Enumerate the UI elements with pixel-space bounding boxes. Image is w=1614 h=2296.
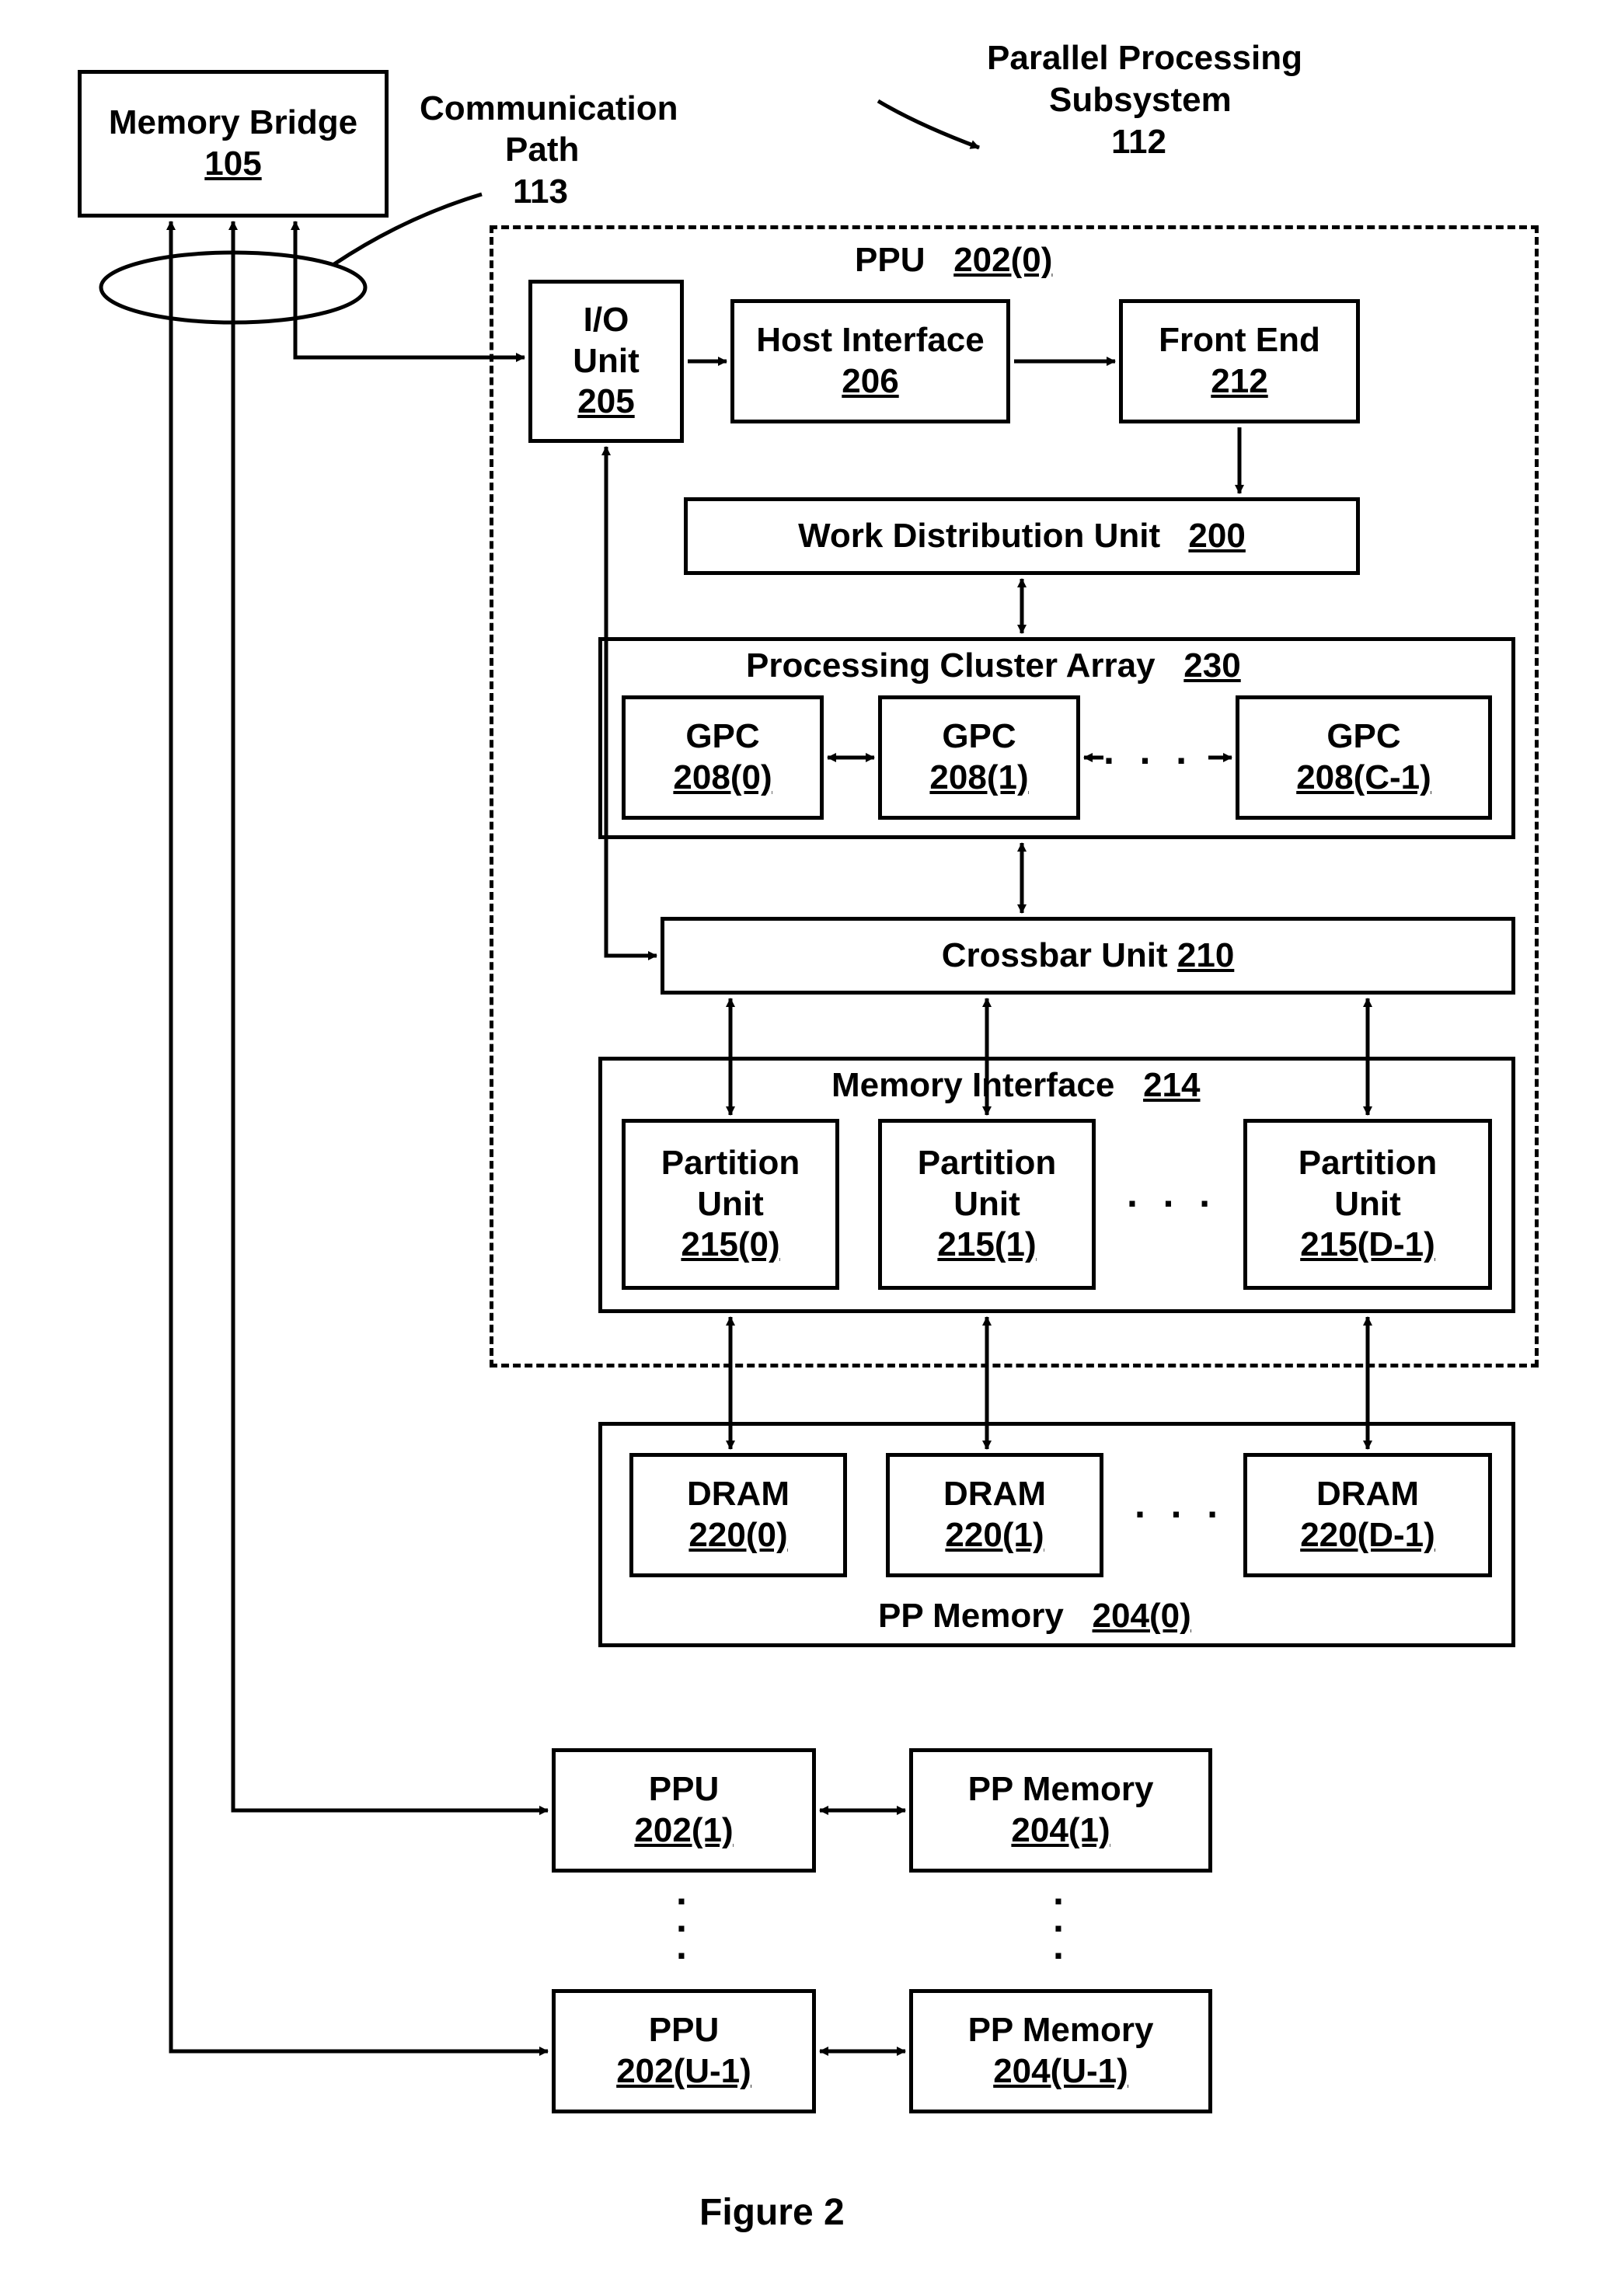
gpc0-box: GPC 208(0) [622, 695, 824, 820]
host-if-title: Host Interface [756, 320, 984, 361]
dram1-title: DRAM [943, 1474, 1046, 1515]
io-unit-box: I/O Unit 205 [528, 280, 684, 443]
dramD-ref: 220(D-1) [1300, 1515, 1435, 1556]
puD-ref: 215(D-1) [1300, 1225, 1435, 1266]
pu1-t2: Unit [953, 1184, 1020, 1225]
ppu-vellipsis: ··· [676, 1888, 689, 1970]
front-end-box: Front End 212 [1119, 299, 1360, 423]
pps-num: 112 [1111, 123, 1166, 162]
gpcC-ref: 208(C-1) [1296, 758, 1431, 799]
ppmem1-box: PP Memory 204(1) [909, 1748, 1212, 1873]
io-unit-t2: Unit [573, 341, 640, 382]
memory-bridge-ref: 105 [204, 144, 261, 185]
io-unit-ref: 205 [577, 382, 634, 423]
memif-title: Memory Interface 214 [831, 1066, 1200, 1105]
ppmem0-title: PP Memory 204(0) [878, 1597, 1191, 1636]
io-unit-t1: I/O [584, 300, 629, 341]
puD-box: Partition Unit 215(D-1) [1243, 1119, 1492, 1290]
front-end-title: Front End [1159, 320, 1320, 361]
wdu-title: Work Distribution Unit [798, 516, 1160, 557]
dramD-title: DRAM [1316, 1474, 1419, 1515]
ppmemU-box: PP Memory 204(U-1) [909, 1989, 1212, 2113]
gpc0-ref: 208(0) [673, 758, 772, 799]
memory-bridge-title: Memory Bridge [109, 103, 357, 144]
ppmemU-ref: 204(U-1) [993, 2051, 1128, 2092]
puD-t1: Partition [1299, 1143, 1437, 1184]
dram0-title: DRAM [687, 1474, 790, 1515]
crossbar-ref: 210 [1177, 935, 1234, 977]
diagram-canvas: Memory Bridge 105 Communication Path 113… [0, 0, 1614, 2296]
ppmem1-title: PP Memory [968, 1769, 1154, 1810]
gpcC-title: GPC [1326, 716, 1400, 758]
figure-title: Figure 2 [699, 2191, 845, 2234]
pps-label-1: Parallel Processing [987, 39, 1302, 78]
pps-label-2: Subsystem [1049, 81, 1232, 120]
ppuU-box: PPU 202(U-1) [552, 1989, 816, 2113]
crossbar-title: Crossbar Unit [942, 935, 1168, 977]
front-end-ref: 212 [1211, 361, 1267, 402]
dram-ellipsis: · · · [1135, 1492, 1226, 1537]
host-if-box: Host Interface 206 [730, 299, 1010, 423]
comm-path-label-2: Path [505, 131, 579, 169]
pca-title: Processing Cluster Array 230 [746, 646, 1241, 685]
gpc1-ref: 208(1) [929, 758, 1028, 799]
dram0-box: DRAM 220(0) [629, 1453, 847, 1577]
ppmem1-ref: 204(1) [1011, 1810, 1110, 1852]
gpcC-box: GPC 208(C-1) [1236, 695, 1492, 820]
dram1-box: DRAM 220(1) [886, 1453, 1103, 1577]
comm-path-num: 113 [513, 172, 568, 211]
ppmem-vellipsis: ··· [1053, 1888, 1066, 1970]
pu1-box: Partition Unit 215(1) [878, 1119, 1096, 1290]
puD-t2: Unit [1334, 1184, 1401, 1225]
pu1-ref: 215(1) [937, 1225, 1036, 1266]
pu0-ref: 215(0) [681, 1225, 779, 1266]
memory-bridge-box: Memory Bridge 105 [78, 70, 389, 218]
crossbar-box: Crossbar Unit 210 [661, 917, 1515, 995]
ppu1-box: PPU 202(1) [552, 1748, 816, 1873]
dram0-ref: 220(0) [688, 1515, 787, 1556]
dram1-ref: 220(1) [945, 1515, 1044, 1556]
gpc1-title: GPC [942, 716, 1016, 758]
ppu0-title: PPU 202(0) [855, 241, 1052, 280]
ppu1-ref: 202(1) [634, 1810, 733, 1852]
comm-path-label-1: Communication [420, 89, 678, 128]
host-if-ref: 206 [842, 361, 898, 402]
wdu-ref: 200 [1188, 516, 1245, 557]
gpc1-box: GPC 208(1) [878, 695, 1080, 820]
pu0-t2: Unit [697, 1184, 764, 1225]
gpc-ellipsis: · · · [1103, 738, 1195, 783]
ppu1-title: PPU [649, 1769, 719, 1810]
wdu-box: Work Distribution Unit 200 [684, 497, 1360, 575]
pu0-box: Partition Unit 215(0) [622, 1119, 839, 1290]
pu1-t1: Partition [918, 1143, 1056, 1184]
pu0-t1: Partition [661, 1143, 800, 1184]
ppmemU-title: PP Memory [968, 2010, 1154, 2051]
dramD-box: DRAM 220(D-1) [1243, 1453, 1492, 1577]
ppuU-title: PPU [649, 2010, 719, 2051]
ppuU-ref: 202(U-1) [616, 2051, 751, 2092]
gpc0-title: GPC [685, 716, 759, 758]
pu-ellipsis: · · · [1127, 1181, 1218, 1226]
